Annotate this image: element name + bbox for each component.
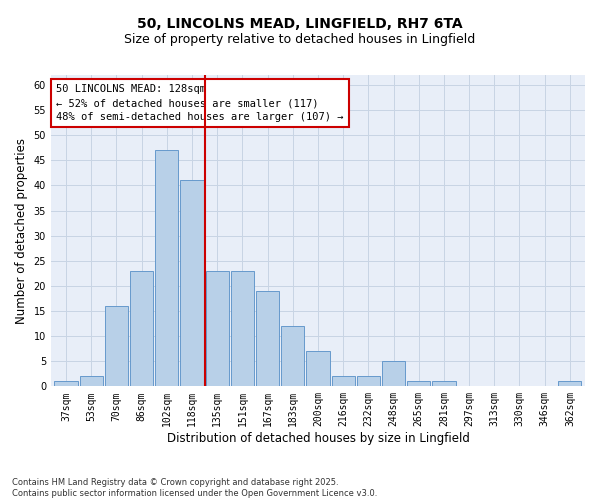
Bar bbox=[382, 361, 405, 386]
Bar bbox=[55, 382, 77, 386]
Bar bbox=[155, 150, 178, 386]
Bar bbox=[256, 291, 279, 386]
Bar bbox=[206, 271, 229, 386]
Bar bbox=[357, 376, 380, 386]
Bar bbox=[181, 180, 203, 386]
Text: Size of property relative to detached houses in Lingfield: Size of property relative to detached ho… bbox=[124, 32, 476, 46]
Bar bbox=[307, 351, 329, 386]
Bar bbox=[80, 376, 103, 386]
Bar bbox=[130, 271, 153, 386]
Text: 50 LINCOLNS MEAD: 128sqm
← 52% of detached houses are smaller (117)
48% of semi-: 50 LINCOLNS MEAD: 128sqm ← 52% of detach… bbox=[56, 84, 343, 122]
Y-axis label: Number of detached properties: Number of detached properties bbox=[15, 138, 28, 324]
Bar bbox=[407, 382, 430, 386]
X-axis label: Distribution of detached houses by size in Lingfield: Distribution of detached houses by size … bbox=[167, 432, 469, 445]
Bar bbox=[433, 382, 455, 386]
Text: 50, LINCOLNS MEAD, LINGFIELD, RH7 6TA: 50, LINCOLNS MEAD, LINGFIELD, RH7 6TA bbox=[137, 18, 463, 32]
Text: Contains HM Land Registry data © Crown copyright and database right 2025.
Contai: Contains HM Land Registry data © Crown c… bbox=[12, 478, 377, 498]
Bar bbox=[332, 376, 355, 386]
Bar bbox=[231, 271, 254, 386]
Bar bbox=[281, 326, 304, 386]
Bar bbox=[105, 306, 128, 386]
Bar bbox=[558, 382, 581, 386]
